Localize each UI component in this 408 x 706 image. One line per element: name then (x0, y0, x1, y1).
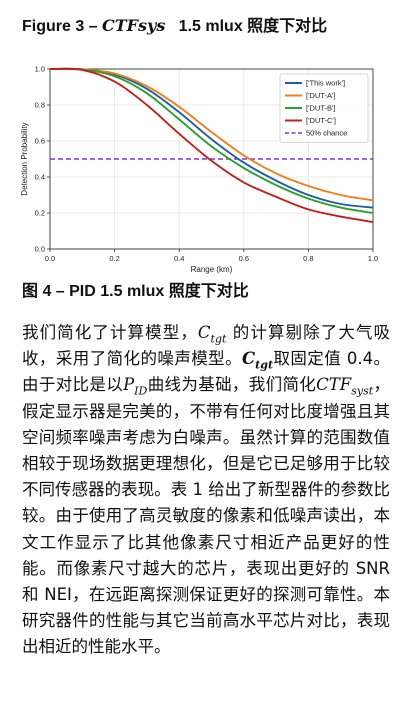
y-tick-label: 1.0 (35, 65, 45, 74)
figure-3-subtitle: 1.5 mlux 照度下对比 (165, 18, 328, 35)
legend-label-4: 50% chance (306, 129, 347, 138)
figure-4-caption: 图 4 – PID 1.5 mlux 照度下对比 (22, 283, 249, 300)
legend-label-1: ['DUT-A'] (306, 91, 336, 100)
x-tick-label: 0.6 (239, 254, 249, 263)
figure-3-title: Figure 3 – CTFsys 1.5 mlux 照度下对比 (22, 16, 402, 37)
legend-label-3: ['DUT-C'] (306, 116, 336, 125)
y-axis-label: Detection Probability (20, 122, 29, 195)
figure-3-label: Figure 3 – (22, 18, 103, 35)
y-tick-label: 0.4 (35, 173, 45, 182)
x-tick-label: 0.4 (174, 254, 184, 263)
figure-3-math: CTFsys (102, 16, 166, 35)
series-line-1 (49, 67, 374, 202)
chart-legend: ['This work'] ['DUT-A'] ['DUT-B'] ['DUT-C']… (279, 73, 369, 143)
detection-probability-chart: 0.0 0.2 0.4 0.6 0.8 1.0 0.0 0.2 0.4 0.6 0.8 1.0 ['T… (20, 65, 379, 274)
y-tick-label: 0.2 (35, 209, 45, 218)
y-tick-label: 0.6 (35, 137, 45, 146)
x-tick-label: 0.2 (109, 254, 119, 263)
legend-label-2: ['DUT-B'] (306, 104, 336, 113)
x-tick-label: 0.8 (303, 254, 313, 263)
x-axis-label: Range (km) (191, 265, 233, 274)
legend-label-0: ['This work'] (306, 79, 345, 88)
x-tick-label: 1.0 (368, 254, 378, 263)
y-tick-label: 0.8 (35, 101, 45, 110)
y-tick-label: 0.0 (35, 245, 45, 254)
chart-series (49, 67, 374, 223)
series-line-2 (49, 67, 374, 214)
x-tick-label: 0.0 (45, 254, 55, 263)
series-line-3 (49, 67, 374, 223)
legend-box (279, 73, 369, 143)
chart-axes: 0.0 0.2 0.4 0.6 0.8 1.0 0.0 0.2 0.4 0.6 0.8 1.0 (35, 65, 379, 263)
body-paragraph: 我们简化了计算模型，Ctgt 的计算剔除了大气吸收，采用了简化的噪声模型。Ctg… (22, 323, 391, 657)
